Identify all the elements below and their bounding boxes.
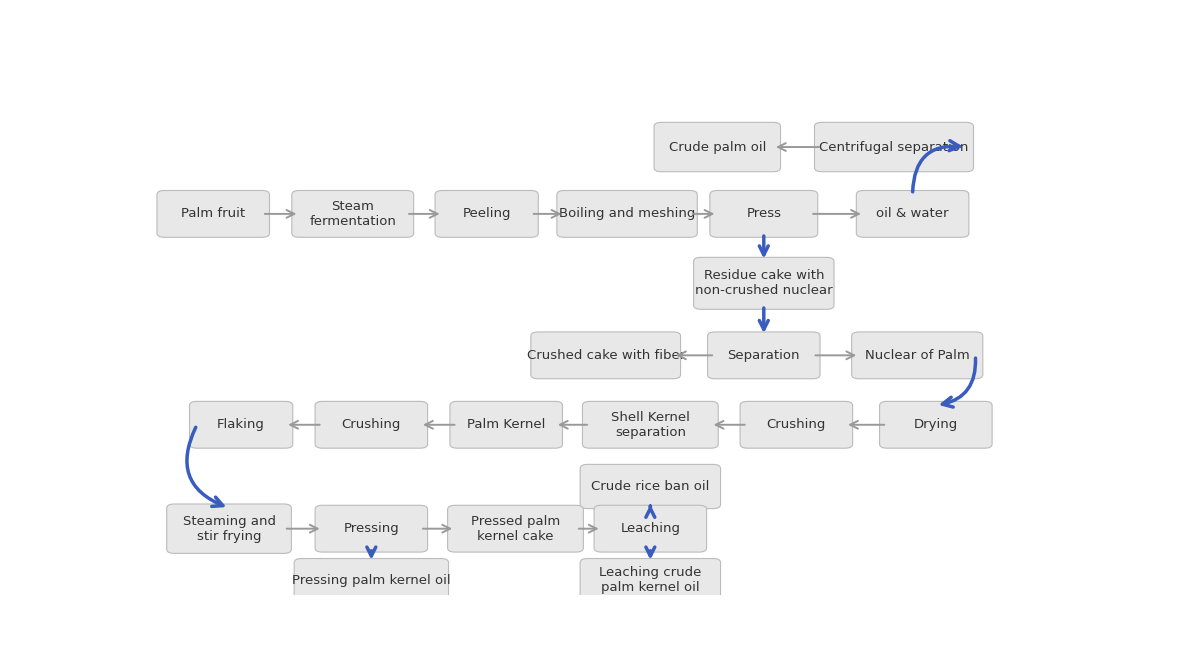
FancyBboxPatch shape bbox=[880, 401, 992, 448]
FancyBboxPatch shape bbox=[654, 122, 780, 172]
FancyBboxPatch shape bbox=[708, 332, 820, 379]
FancyBboxPatch shape bbox=[167, 504, 292, 553]
FancyBboxPatch shape bbox=[852, 332, 983, 379]
FancyBboxPatch shape bbox=[448, 505, 583, 552]
Text: Crude palm oil: Crude palm oil bbox=[668, 140, 766, 154]
Text: Boiling and meshing: Boiling and meshing bbox=[559, 207, 695, 220]
FancyBboxPatch shape bbox=[857, 190, 968, 237]
Text: Leaching crude
palm kernel oil: Leaching crude palm kernel oil bbox=[599, 566, 702, 594]
FancyBboxPatch shape bbox=[294, 558, 449, 602]
Text: oil & water: oil & water bbox=[876, 207, 949, 220]
Text: Press: Press bbox=[746, 207, 781, 220]
FancyBboxPatch shape bbox=[580, 464, 720, 508]
FancyBboxPatch shape bbox=[316, 401, 427, 448]
FancyArrowPatch shape bbox=[187, 428, 223, 506]
Text: Steaming and
stir frying: Steaming and stir frying bbox=[182, 514, 276, 542]
Text: Nuclear of Palm: Nuclear of Palm bbox=[865, 349, 970, 362]
Text: Shell Kernel
separation: Shell Kernel separation bbox=[611, 411, 690, 439]
FancyBboxPatch shape bbox=[190, 401, 293, 448]
Text: Crushing: Crushing bbox=[767, 418, 826, 432]
FancyBboxPatch shape bbox=[594, 505, 707, 552]
FancyArrowPatch shape bbox=[913, 141, 960, 192]
FancyBboxPatch shape bbox=[815, 122, 973, 172]
Text: Residue cake with
non-crushed nuclear: Residue cake with non-crushed nuclear bbox=[695, 269, 833, 297]
Text: Pressing: Pressing bbox=[343, 522, 400, 535]
Text: Palm fruit: Palm fruit bbox=[181, 207, 245, 220]
Text: Leaching: Leaching bbox=[620, 522, 680, 535]
Text: Crude rice ban oil: Crude rice ban oil bbox=[592, 480, 709, 493]
FancyBboxPatch shape bbox=[580, 558, 720, 602]
FancyArrowPatch shape bbox=[942, 358, 976, 407]
Text: Pressing palm kernel oil: Pressing palm kernel oil bbox=[292, 574, 451, 587]
FancyBboxPatch shape bbox=[530, 332, 680, 379]
Text: Peeling: Peeling bbox=[462, 207, 511, 220]
Text: Steam
fermentation: Steam fermentation bbox=[310, 200, 396, 228]
Text: Flaking: Flaking bbox=[217, 418, 265, 432]
Text: Palm Kernel: Palm Kernel bbox=[467, 418, 545, 432]
FancyBboxPatch shape bbox=[557, 190, 697, 237]
FancyBboxPatch shape bbox=[436, 190, 539, 237]
Text: Crushed cake with fiber: Crushed cake with fiber bbox=[527, 349, 685, 362]
FancyBboxPatch shape bbox=[740, 401, 853, 448]
Text: Pressed palm
kernel cake: Pressed palm kernel cake bbox=[470, 514, 560, 542]
FancyBboxPatch shape bbox=[292, 190, 414, 237]
Text: Centrifugal separation: Centrifugal separation bbox=[820, 140, 968, 154]
FancyBboxPatch shape bbox=[582, 401, 719, 448]
FancyBboxPatch shape bbox=[450, 401, 563, 448]
FancyBboxPatch shape bbox=[316, 505, 427, 552]
FancyBboxPatch shape bbox=[157, 190, 270, 237]
FancyBboxPatch shape bbox=[694, 257, 834, 309]
FancyBboxPatch shape bbox=[710, 190, 817, 237]
Text: Drying: Drying bbox=[913, 418, 958, 432]
Text: Crushing: Crushing bbox=[342, 418, 401, 432]
Text: Separation: Separation bbox=[727, 349, 800, 362]
